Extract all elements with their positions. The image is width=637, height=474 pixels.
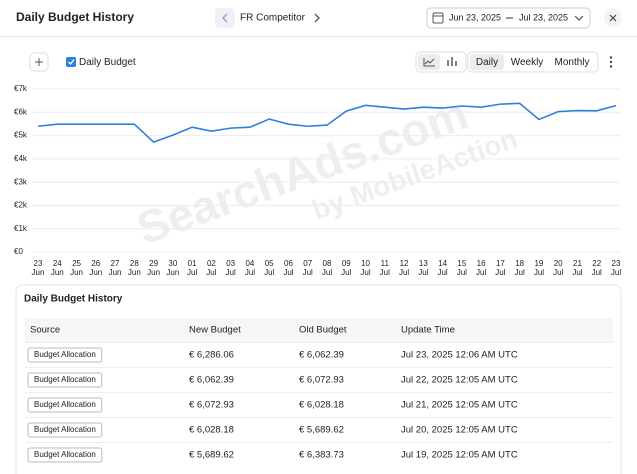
x-tick-label: 22 Jul: [592, 259, 602, 277]
x-tick-label: 24 Jun: [51, 259, 64, 277]
x-tick-label: 08 Jul: [322, 259, 332, 277]
x-tick-label: 23 Jul: [611, 259, 621, 277]
x-tick-label: 20 Jul: [553, 259, 563, 277]
period-button[interactable]: Weekly: [511, 57, 544, 68]
period-button[interactable]: Daily: [476, 57, 498, 68]
calendar-icon: [432, 12, 444, 24]
table-cell: € 5,689.62: [299, 425, 344, 436]
source-chip: [27, 397, 103, 413]
table-cell: € 6,062.39: [299, 350, 344, 361]
y-tick-label: €1k: [14, 224, 28, 233]
x-tick-label: 10 Jul: [360, 259, 370, 277]
menu-dot[interactable]: [609, 60, 613, 64]
y-tick-label: €7k: [14, 84, 28, 93]
prev-button[interactable]: [215, 8, 235, 28]
x-tick-label: 29 Jun: [147, 259, 160, 277]
date-end: Jul 23, 2025: [519, 12, 568, 22]
dropdown-icon: [574, 15, 584, 21]
x-tick-label: 25 Jun: [70, 259, 83, 277]
y-tick-label: €6k: [14, 107, 28, 116]
source-chip: [27, 422, 103, 438]
campaign-name: FR Competitor: [240, 13, 306, 24]
column-header: Old Budget: [299, 325, 347, 336]
prev-icon: [222, 13, 228, 23]
menu-dot[interactable]: [609, 56, 613, 59]
x-tick-label: 18 Jul: [515, 259, 525, 277]
source-chip: [27, 447, 103, 463]
table-cell: € 6,028.18: [189, 425, 234, 436]
y-tick-label: €2k: [14, 201, 28, 210]
x-tick-label: 15 Jul: [457, 259, 467, 277]
x-tick-label: 19 Jul: [534, 259, 544, 277]
column-header: Source: [30, 325, 60, 336]
table-cell: € 6,028.18: [299, 400, 344, 411]
source-chip-label: Budget Allocation: [34, 425, 96, 434]
column-header: Update Time: [401, 325, 455, 336]
line-chart-icon: [423, 58, 435, 67]
x-tick-label: 21 Jul: [572, 259, 582, 277]
menu-dot[interactable]: [609, 65, 613, 68]
source-chip-label: Budget Allocation: [34, 375, 96, 384]
table-header: [25, 318, 613, 342]
y-tick-label: €0: [14, 247, 23, 256]
table-cell: Jul 21, 2025 12:05 AM UTC: [401, 400, 518, 411]
period-active: [470, 54, 504, 70]
x-tick-label: 13 Jul: [418, 259, 428, 277]
x-tick-label: 04 Jul: [245, 259, 255, 277]
source-chip-label: Budget Allocation: [34, 450, 96, 459]
table-cell: € 6,062.39: [189, 375, 234, 386]
table-cell: Jul 19, 2025 12:05 AM UTC: [401, 450, 518, 461]
source-chip-label: Budget Allocation: [34, 350, 96, 359]
x-tick-label: 12 Jul: [399, 259, 409, 277]
x-tick-label: 28 Jun: [128, 259, 141, 277]
next-button[interactable]: [314, 13, 320, 23]
source-chip: [27, 372, 103, 388]
y-tick-label: €4k: [14, 154, 28, 163]
line-series: [37, 102, 617, 144]
x-tick-label: 27 Jun: [109, 259, 122, 277]
close-icon: [609, 14, 617, 22]
table-cell: Jul 23, 2025 12:06 AM UTC: [401, 350, 518, 361]
x-tick-label: 02 Jul: [206, 259, 216, 277]
x-tick-label: 14 Jul: [437, 259, 447, 277]
y-tick-label: €5k: [14, 131, 28, 140]
table-cell: € 6,286.06: [189, 350, 234, 361]
table-cell: Jul 22, 2025 12:05 AM UTC: [401, 375, 518, 386]
x-tick-label: 26 Jun: [89, 259, 102, 277]
table-cell: Jul 20, 2025 12:05 AM UTC: [401, 425, 518, 436]
checkbox-label: Daily Budget: [79, 57, 136, 68]
x-tick-label: 01 Jul: [187, 259, 197, 277]
x-tick-label: 05 Jul: [264, 259, 274, 277]
table-cell: € 6,072.93: [189, 400, 234, 411]
bar-chart-button[interactable]: [447, 57, 457, 66]
table-cell: € 6,072.93: [299, 375, 344, 386]
table-cell: € 6,383.73: [299, 450, 344, 461]
x-tick-label: 11 Jul: [380, 259, 390, 277]
source-chip-label: Budget Allocation: [34, 400, 96, 409]
source-chip: [27, 347, 103, 363]
add-icon: [35, 58, 43, 66]
period-button[interactable]: Monthly: [554, 57, 589, 68]
checkbox[interactable]: [66, 57, 76, 67]
x-tick-label: 30 Jun: [166, 259, 179, 277]
checkbox-check: [68, 59, 75, 66]
table-cell: € 5,689.62: [189, 450, 234, 461]
page-title: Daily Budget History: [16, 10, 134, 24]
x-tick-label: 07 Jul: [303, 259, 313, 277]
x-tick-label: 23 Jun: [32, 259, 45, 277]
x-tick-label: 09 Jul: [341, 259, 351, 277]
column-header: New Budget: [189, 325, 241, 336]
x-tick-label: 06 Jul: [283, 259, 293, 277]
x-tick-label: 17 Jul: [495, 259, 505, 277]
table-title: Daily Budget History: [24, 294, 123, 305]
date-start: Jun 23, 2025: [449, 12, 501, 22]
x-tick-label: 03 Jul: [226, 259, 236, 277]
x-tick-label: 16 Jul: [476, 259, 486, 277]
y-tick-label: €3k: [14, 177, 28, 186]
